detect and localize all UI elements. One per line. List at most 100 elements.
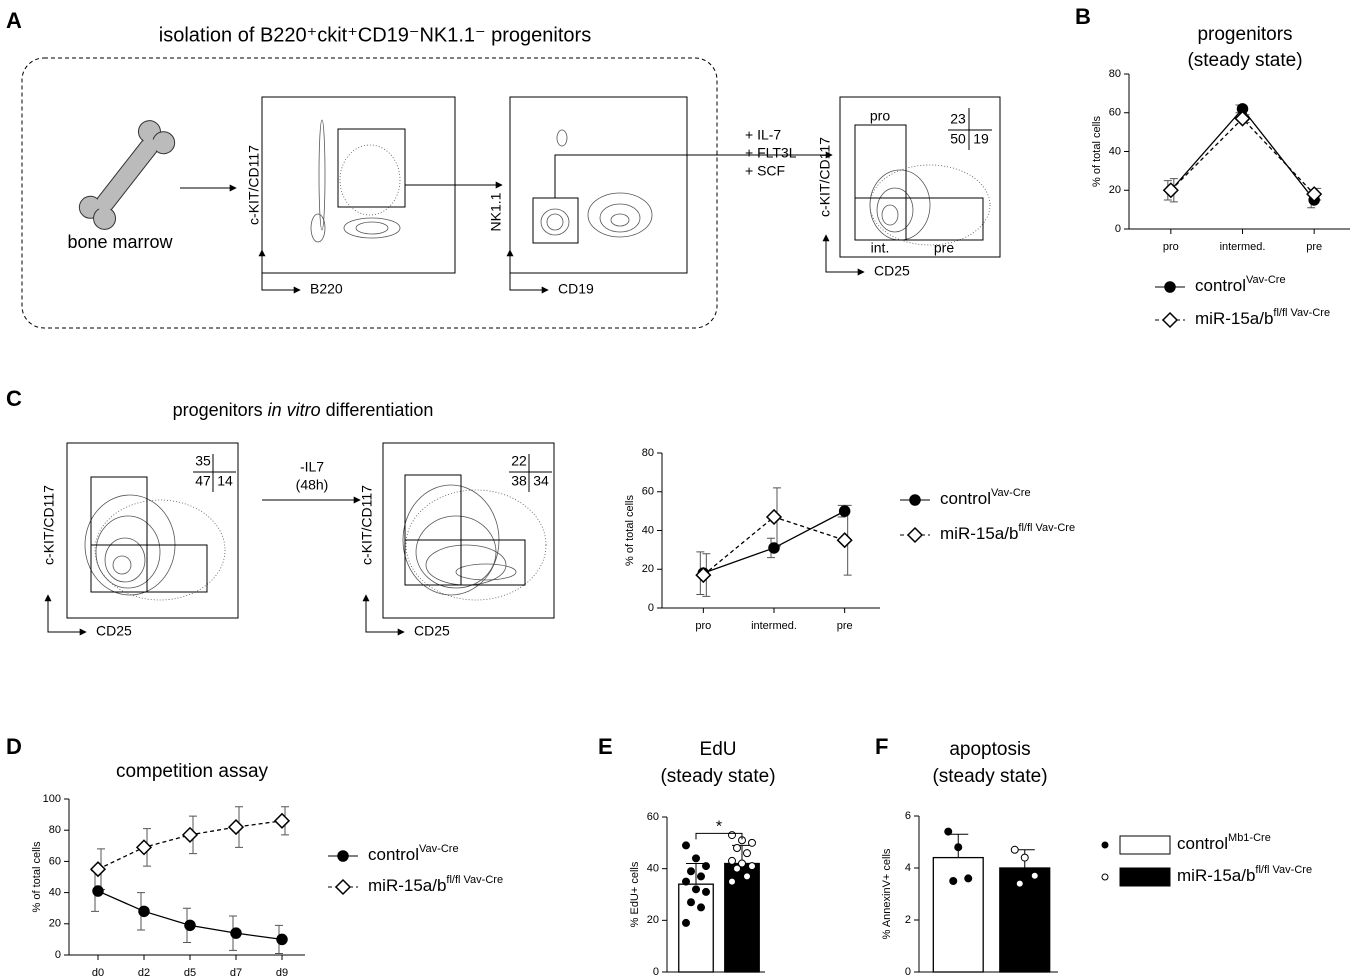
panel-c: progenitors in vitro differentiation 35 …: [41, 400, 555, 639]
gate-label: int.: [871, 240, 890, 256]
y-axis-label: % of total cells: [1091, 116, 1103, 187]
panel-title: progenitors in vitro differentiation: [173, 400, 434, 420]
y-tick-label: 40: [642, 524, 654, 536]
panel-title: isolation of B220⁺ckit⁺CD19⁻NK1.1⁻ proge…: [159, 24, 591, 46]
error-bar: [686, 863, 706, 885]
culture-label: + IL-7: [745, 127, 781, 143]
axis-arrow: [822, 234, 865, 276]
quadrant-value: 22: [511, 453, 527, 469]
flow-plot: [66, 442, 239, 619]
marker: [337, 850, 349, 862]
quadrant-value: 23: [950, 111, 966, 127]
gate: [337, 128, 406, 208]
data-point: [697, 903, 705, 912]
data-point: [743, 849, 751, 858]
marker: [276, 933, 288, 946]
y-axis-label: % of total cells: [624, 495, 636, 566]
x-tick-label: intermed.: [1220, 241, 1266, 253]
panel-letter: E: [598, 734, 613, 759]
marker: [89, 861, 107, 878]
x-axis-label: CD25: [96, 623, 132, 639]
x-tick-label: d2: [138, 967, 150, 977]
data-point: [682, 841, 690, 850]
y-tick-label: 40: [49, 887, 61, 899]
y-axis-label: NK1.1: [488, 192, 504, 231]
x-tick-label: d7: [230, 967, 242, 977]
contours: [869, 164, 991, 246]
panel-letter: F: [875, 734, 888, 759]
data-point: [944, 827, 953, 836]
quadrant-value: 14: [217, 473, 233, 489]
data-point: [748, 838, 756, 847]
data-point: [702, 887, 710, 896]
y-tick-label: 80: [49, 824, 61, 836]
gate: [532, 197, 579, 244]
x-axis-label: CD19: [558, 281, 594, 297]
quadrant-value: 47: [195, 473, 211, 489]
marker: [184, 919, 196, 932]
legend-sup: fl/fl Vav-Cre: [1018, 522, 1075, 534]
y-tick-label: 100: [43, 793, 61, 805]
y-tick-label: 40: [1109, 145, 1121, 157]
y-tick-label: 20: [642, 563, 654, 575]
marker: [1162, 182, 1179, 199]
y-tick-label: 60: [1109, 107, 1121, 119]
y-tick-label: 20: [647, 914, 659, 926]
treatment-label: (48h): [296, 477, 329, 493]
legend-sup: fl/fl Vav-Cre: [446, 874, 503, 886]
annotation: *: [716, 819, 722, 836]
flow-plot: [509, 96, 688, 274]
legend-swatch: [1119, 835, 1171, 855]
gate-label: pro: [870, 108, 890, 124]
data-point: [728, 831, 736, 840]
data-point: [702, 862, 710, 871]
legend-label: controlMb1-Cre: [1177, 832, 1271, 854]
y-tick-label: 60: [647, 811, 659, 823]
y-tick-label: 40: [647, 863, 659, 875]
legend-sup: Vav-Cre: [991, 487, 1031, 499]
gate: [854, 197, 907, 241]
culture-label: + SCF: [745, 163, 785, 179]
data-point: [682, 877, 690, 886]
data-point: [728, 856, 736, 865]
axis-arrow: [506, 249, 549, 294]
chart-title: (steady state): [1187, 50, 1302, 71]
y-tick-label: 0: [905, 966, 911, 977]
data-point: [687, 867, 695, 876]
panel-letter: D: [6, 734, 22, 759]
quadrant-value: 19: [973, 131, 989, 147]
data-point: [687, 898, 695, 907]
panel-letter: A: [6, 8, 22, 33]
marker: [135, 839, 153, 856]
data-point: [682, 918, 690, 927]
data-point: [738, 859, 746, 868]
y-axis-label: % EdU+ cells: [629, 861, 641, 927]
chart-title: (steady state): [932, 766, 1047, 787]
quadrant-value: 38: [511, 473, 527, 489]
flow-plot: [839, 96, 1001, 258]
x-tick-label: pre: [837, 620, 853, 632]
y-axis-label: c-KIT/CD117: [817, 137, 833, 217]
y-tick-label: 80: [1109, 68, 1121, 80]
y-tick-label: 0: [55, 949, 61, 961]
marker: [1161, 311, 1179, 329]
data-point: [1020, 853, 1029, 862]
y-tick-label: 60: [49, 855, 61, 867]
legend-label: controlVav-Cre: [368, 843, 459, 865]
treatment-label: -IL7: [300, 459, 324, 475]
marker: [838, 505, 851, 517]
contours: [310, 119, 401, 243]
y-tick-label: 20: [1109, 184, 1121, 196]
legend-label: miR-15a/bfl/fl Vav-Cre: [368, 874, 503, 896]
gate: [90, 476, 148, 593]
chart-title: EdU: [700, 739, 737, 760]
axis-arrow: [258, 249, 301, 294]
panel-letter: C: [6, 386, 22, 411]
legend-label: miR-15a/bfl/fl Vav-Cre: [1195, 307, 1330, 329]
data-point: [733, 844, 741, 852]
marker: [836, 532, 853, 549]
data-point: [1030, 871, 1039, 880]
quadrant-value: 50: [950, 131, 966, 147]
y-tick-label: 60: [642, 486, 654, 498]
panel-letter: B: [1075, 4, 1091, 29]
